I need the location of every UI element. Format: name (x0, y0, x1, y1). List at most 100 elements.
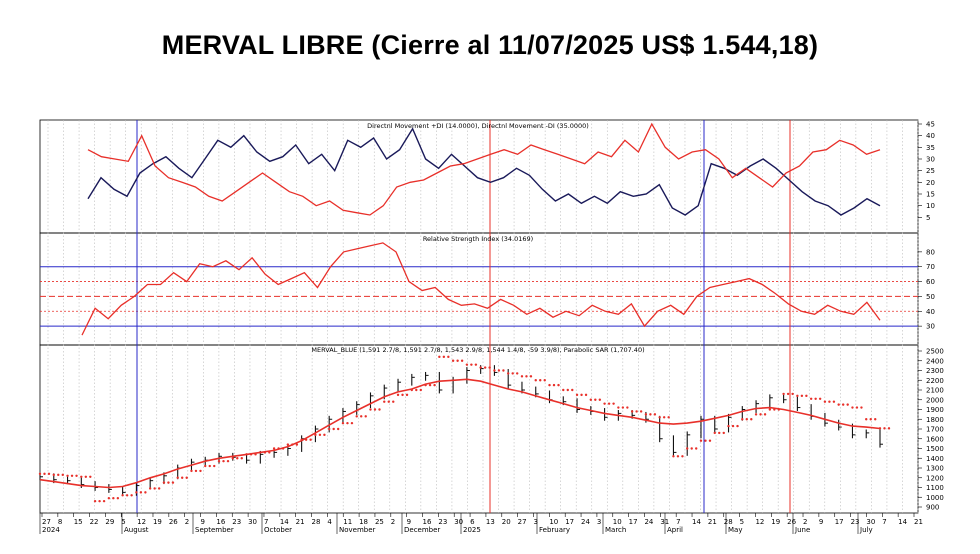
x-month-label: April (667, 526, 683, 534)
sar-dot (57, 473, 60, 477)
sar-dot (630, 410, 634, 413)
sar-dot (575, 393, 579, 397)
x-day-label: 14 (898, 518, 907, 526)
x-day-label: 2 (391, 518, 395, 526)
y-tick-label: 30 (926, 323, 935, 331)
price-panel-title: MERVAL_BLUE (1,591 2.7/8, 1,591 2.7/8, 1… (311, 346, 644, 354)
y-tick-label: 35 (926, 144, 935, 152)
x-day-label: 26 (787, 518, 796, 526)
sar-dot (157, 487, 161, 490)
sar-dot (268, 451, 271, 454)
sar-dot (617, 406, 620, 409)
x-day-label: 23 (232, 518, 241, 526)
x-day-label: 9 (201, 518, 205, 526)
sar-dot (552, 383, 556, 387)
sar-dot (493, 369, 496, 372)
rsi-line (81, 242, 881, 336)
sar-dot (502, 369, 505, 372)
sar-dot (543, 379, 546, 382)
chart-title: MERVAL LIBRE (Cierre al 11/07/2025 US$ 1… (161, 30, 819, 60)
x-day-label: 7 (264, 518, 268, 526)
x-day-label: 14 (692, 518, 701, 526)
x-month-label: November (339, 526, 376, 534)
x-day-label: 28 (312, 518, 321, 526)
sar-dot (525, 375, 528, 378)
sar-dot (828, 400, 831, 403)
x-month-label: February (539, 526, 570, 534)
sar-dot (162, 481, 166, 484)
y-tick-label: 1300 (926, 465, 944, 473)
sar-dot (336, 427, 340, 431)
sar-dot (460, 359, 464, 362)
sar-dot (442, 355, 446, 359)
sar-dot (676, 455, 680, 458)
y-tick-label: 20 (926, 179, 935, 187)
y-tick-label: 1700 (926, 426, 944, 434)
sar-dot (102, 499, 106, 503)
sar-dot (153, 487, 156, 490)
sar-dot (860, 406, 863, 409)
sar-dot (396, 393, 400, 397)
sar-dot (116, 497, 120, 500)
dmi-plus-line (87, 127, 881, 216)
x-day-label: 10 (613, 518, 622, 526)
sar-dot (621, 406, 625, 409)
sar-dot (511, 372, 514, 375)
sar-dot (644, 413, 648, 416)
x-day-label: 21 (914, 518, 923, 526)
sar-dot (254, 453, 257, 456)
y-tick-label: 2500 (926, 348, 944, 356)
sar-dot (584, 393, 588, 397)
x-day-label: 10 (549, 518, 558, 526)
sar-dot (281, 447, 285, 450)
sar-dot (240, 457, 243, 460)
x-day-label: 12 (755, 518, 764, 526)
sar-dot (295, 443, 299, 446)
x-day-label: 28 (724, 518, 733, 526)
x-day-label: 27 (42, 518, 51, 526)
sar-dot (217, 459, 221, 463)
y-tick-label: 1100 (926, 484, 944, 492)
y-tick-label: 2200 (926, 377, 944, 385)
x-day-label: 15 (74, 518, 83, 526)
sar-dot (736, 424, 739, 428)
grid-lines (47, 120, 919, 513)
sar-dot (759, 413, 762, 416)
x-day-label: 19 (153, 518, 162, 526)
sar-dot (208, 464, 211, 468)
sar-dot (727, 424, 730, 428)
sar-dot (332, 427, 335, 431)
x-day-label: 7 (676, 518, 680, 526)
sar-dot (144, 491, 147, 494)
sar-dot (731, 424, 735, 428)
x-day-label: 5 (121, 518, 125, 526)
sar-dot (405, 393, 409, 397)
x-day-label: 7 (882, 518, 886, 526)
sar-dot (639, 410, 643, 413)
x-day-label: 16 (216, 518, 225, 526)
y-tick-label: 25 (926, 167, 935, 175)
sar-dot (350, 421, 354, 425)
sar-dot (649, 413, 652, 416)
x-day-label: 17 (565, 518, 574, 526)
sar-dot (488, 366, 491, 369)
sar-dot (667, 416, 670, 419)
sar-dot (327, 427, 331, 431)
sar-dot (75, 474, 78, 477)
sar-dot (777, 408, 781, 411)
x-day-label: 16 (423, 518, 432, 526)
panel-frame-1 (39, 119, 919, 234)
sar-dot (318, 433, 322, 437)
x-day-label: 11 (343, 518, 352, 526)
y-tick-label: 40 (926, 308, 935, 316)
sar-dot (171, 481, 175, 484)
x-day-label: 6 (470, 518, 475, 526)
sar-dot (662, 416, 666, 419)
sar-dot (594, 398, 597, 401)
y-tick-label: 2000 (926, 396, 944, 404)
sar-dot (695, 447, 698, 450)
sar-dot (346, 421, 349, 425)
sar-dot (355, 415, 358, 418)
sar-dot (874, 418, 877, 421)
